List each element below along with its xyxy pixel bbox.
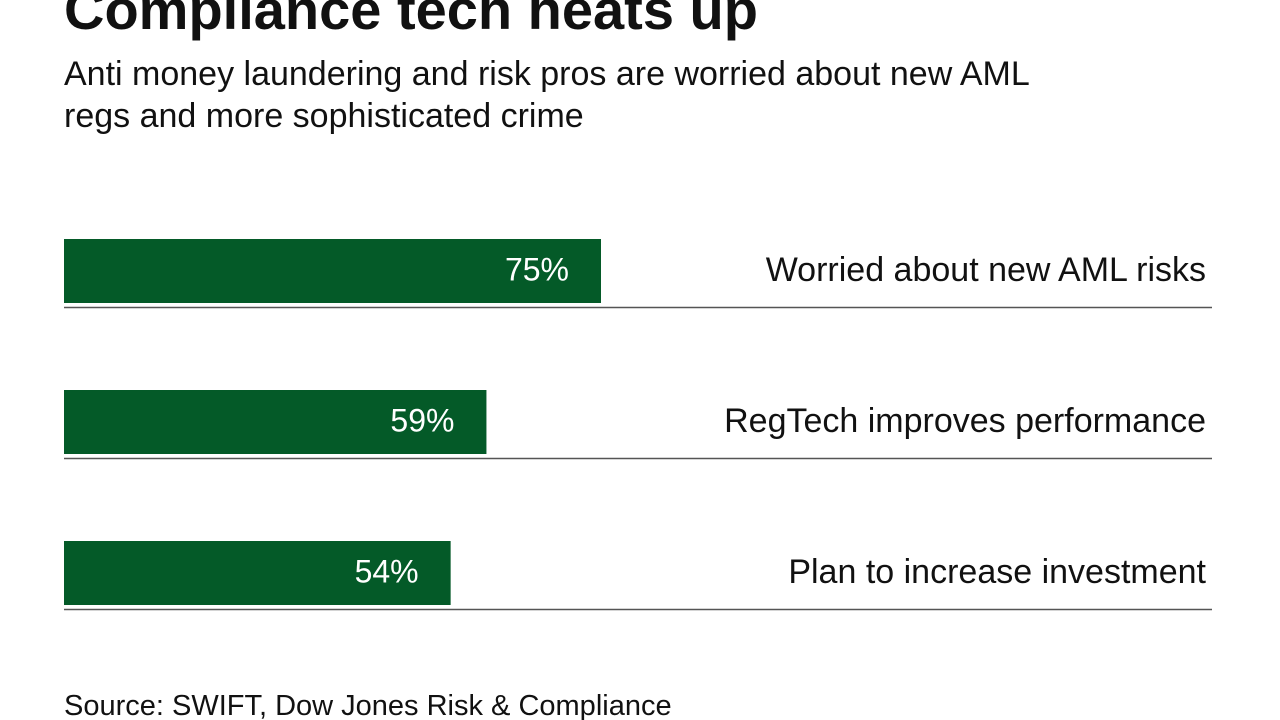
category-label: RegTech improves performance [724,402,1206,440]
chart-subtitle: Anti money laundering and risk pros are … [64,55,1029,135]
value-label: 54% [355,553,419,589]
bar [64,239,601,303]
source-note: Source: SWIFT, Dow Jones Risk & Complian… [64,690,672,720]
chart-title: Compliance tech heats up [64,0,758,41]
bar [64,390,487,454]
category-label: Worried about new AML risks [766,251,1206,289]
category-label: Plan to increase investment [788,553,1206,591]
value-label: 75% [505,251,569,287]
bar [64,541,451,605]
value-label: 59% [390,402,454,438]
